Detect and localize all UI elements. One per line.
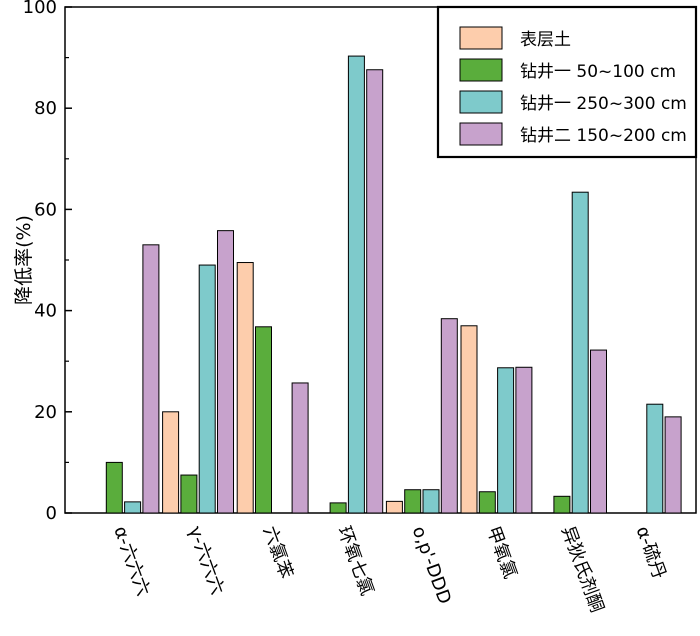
legend-swatch — [459, 26, 503, 50]
bar-3-8 — [646, 403, 664, 514]
bar-2-1 — [105, 461, 123, 514]
x-tick-label: 甲氧氯 — [482, 524, 520, 582]
bar-2-7 — [553, 495, 571, 514]
legend-swatch — [459, 90, 503, 114]
bar-3-1 — [124, 501, 142, 514]
bar-4-7 — [590, 349, 607, 514]
bar-4-8 — [664, 416, 682, 514]
bar-4-6 — [515, 366, 533, 514]
y-tick-label: 0 — [46, 503, 57, 524]
bar-4-2 — [217, 230, 234, 514]
bar-4-5 — [440, 318, 458, 514]
bar-1-6 — [460, 325, 478, 514]
bar-1-5 — [385, 500, 403, 514]
bar-3-7 — [571, 191, 589, 514]
x-tick-label: 环氧七氯 — [333, 524, 377, 599]
x-tick-label: α-六六六 — [109, 524, 153, 599]
x-tick-label: o,p'-DDD — [408, 524, 456, 607]
bar-1-2 — [162, 411, 180, 514]
bar-2-2 — [180, 474, 198, 514]
legend-swatch — [459, 58, 503, 82]
legend-swatch — [459, 122, 503, 146]
y-tick-label: 20 — [34, 402, 57, 423]
bar-4-4 — [366, 69, 384, 514]
y-tick-label: 40 — [34, 301, 57, 322]
x-tick-label: α-硫丹 — [632, 524, 670, 582]
bar-4-1 — [142, 244, 160, 514]
y-tick-label: 60 — [34, 199, 57, 220]
bar-4-3 — [291, 382, 309, 514]
legend-label: 钻井二 150~200 cm — [520, 126, 687, 146]
legend-label: 钻井一 50~100 cm — [520, 62, 676, 82]
bar-2-3 — [255, 326, 272, 514]
y-tick-label: 80 — [34, 98, 57, 119]
x-tick-label: 六氯苯 — [259, 524, 297, 582]
bar-2-4 — [329, 502, 347, 514]
bar-3-6 — [497, 367, 515, 514]
bar-2-5 — [404, 489, 422, 514]
y-tick-label: 100 — [23, 0, 57, 18]
x-tick-label: 异狄氏剂酮 — [557, 524, 608, 616]
y-axis-label: 降低率(%) — [13, 215, 35, 305]
bar-3-2 — [198, 264, 216, 514]
bar-2-6 — [478, 491, 496, 514]
bar-1-3 — [236, 262, 254, 514]
legend-label: 表层土 — [520, 30, 571, 50]
legend-label: 钻井一 250~300 cm — [520, 94, 687, 114]
x-tick-label: γ-六六六 — [184, 524, 228, 598]
bar-3-4 — [347, 55, 365, 514]
bar-3-5 — [422, 489, 440, 514]
